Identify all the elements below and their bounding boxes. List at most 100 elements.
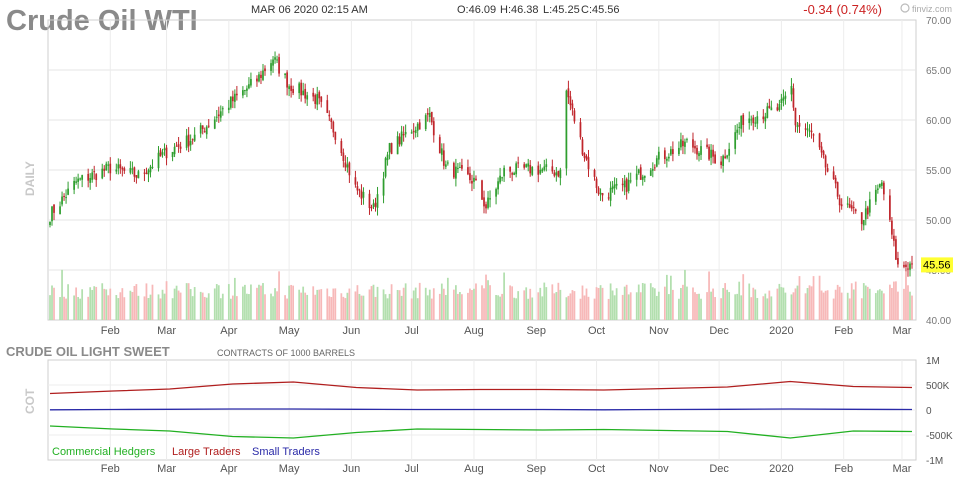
volume-bar: [328, 296, 331, 320]
candle-body: [503, 167, 505, 177]
candle: [276, 55, 278, 64]
candle-body: [700, 146, 702, 155]
candle: [623, 174, 626, 196]
volume-bar: [400, 295, 403, 320]
candle: [284, 72, 286, 79]
volume-bar: [641, 282, 644, 320]
candle: [629, 172, 632, 184]
candle-body: [398, 136, 401, 145]
candle: [467, 159, 469, 176]
volume-bar: [525, 287, 528, 320]
candle: [304, 83, 307, 104]
candle: [326, 94, 329, 114]
candle-body: [404, 131, 407, 135]
candle: [233, 89, 236, 109]
candle-body: [740, 115, 743, 129]
candle-body: [284, 73, 286, 76]
candle: [559, 167, 562, 186]
volume-bar: [804, 293, 807, 320]
price-y-tick: 60.00: [926, 116, 951, 127]
candle: [487, 191, 489, 210]
last-price-label: 45.56: [923, 259, 951, 271]
volume-bar: [649, 283, 652, 320]
volume-bar: [221, 293, 224, 320]
candle: [135, 175, 138, 184]
candle: [810, 123, 813, 139]
candle-body: [607, 197, 610, 199]
candle: [376, 186, 379, 216]
candle-body: [328, 114, 331, 117]
volume-bar: [306, 294, 309, 320]
candle: [866, 205, 869, 219]
volume-bar: [175, 285, 178, 320]
candle-body: [525, 164, 528, 167]
volume-bar: [756, 297, 759, 320]
volume-bar: [782, 287, 785, 320]
candle: [903, 261, 905, 269]
candle: [637, 168, 640, 175]
candle-body: [722, 155, 724, 166]
volume-bar: [726, 289, 729, 320]
candle-body: [738, 126, 741, 128]
candle-body: [838, 198, 841, 206]
candle-body: [438, 137, 441, 154]
candle: [583, 152, 586, 162]
candle-body: [710, 149, 712, 158]
candle-body: [834, 177, 837, 184]
candle-body: [728, 148, 731, 156]
candle: [806, 121, 809, 138]
cot-x-tick: Mar: [892, 463, 911, 475]
candle: [410, 129, 413, 134]
candle: [414, 126, 417, 138]
candle: [770, 100, 773, 111]
candle: [382, 171, 385, 204]
volume-bar: [599, 285, 602, 320]
volume-bar: [643, 283, 646, 320]
candle: [473, 170, 475, 189]
candle-body: [473, 177, 475, 182]
candle-body: [276, 59, 278, 61]
volume-bar: [784, 292, 787, 320]
cot-y-tick: 0: [926, 406, 932, 417]
volume-bar: [489, 285, 491, 320]
candle: [398, 133, 401, 147]
volume-bar: [639, 292, 642, 320]
candle: [334, 131, 337, 145]
candle-body: [686, 139, 688, 141]
volume-bar: [187, 283, 190, 320]
volume-bar: [625, 284, 628, 320]
candle-body: [213, 119, 216, 129]
price-y-tick: 50.00: [926, 216, 951, 227]
candle: [740, 115, 743, 137]
candle: [641, 174, 644, 186]
candle-body: [623, 180, 626, 188]
volume-bar: [824, 290, 827, 320]
volume-bar: [798, 276, 801, 320]
candle: [551, 159, 554, 174]
volume-bar: [145, 283, 148, 320]
candle-body: [418, 122, 421, 130]
volume-bar: [897, 291, 899, 320]
candle-body: [629, 180, 632, 182]
candle: [290, 78, 292, 98]
volume-bar: [107, 295, 110, 320]
volume-bar: [157, 294, 160, 320]
candle: [834, 175, 837, 189]
candle-body: [91, 172, 94, 180]
volume-bar: [585, 288, 588, 320]
volume-bar: [51, 285, 53, 320]
finviz-logo[interactable]: finviz.com: [900, 3, 952, 14]
candle: [215, 109, 218, 122]
candle-body: [332, 121, 335, 133]
candle: [159, 148, 162, 157]
candle: [475, 175, 477, 181]
candle: [527, 158, 530, 172]
volume-bar: [499, 296, 501, 320]
candle: [302, 82, 305, 96]
volume-bar: [258, 284, 260, 320]
candle: [607, 192, 610, 201]
candle-body: [459, 167, 461, 169]
candle: [145, 167, 148, 175]
candle: [227, 99, 230, 114]
candle: [678, 141, 680, 157]
